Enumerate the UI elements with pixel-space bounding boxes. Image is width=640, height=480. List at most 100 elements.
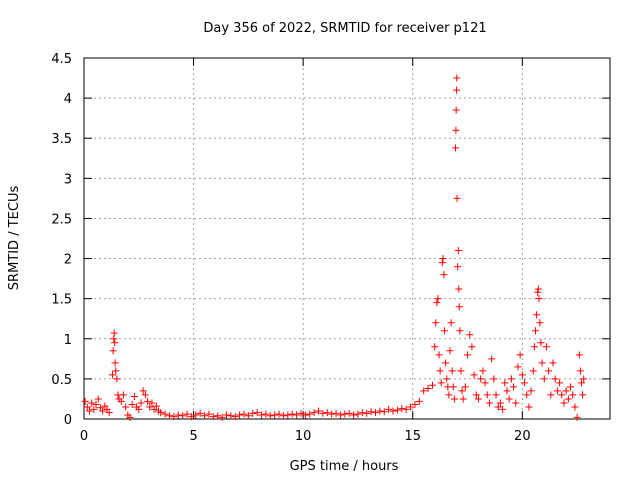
data-point xyxy=(571,403,579,411)
data-point xyxy=(514,363,522,371)
data-point xyxy=(222,411,230,419)
data-point xyxy=(279,412,287,420)
data-point xyxy=(535,295,543,303)
data-point xyxy=(293,411,301,419)
data-point xyxy=(218,413,226,421)
data-point xyxy=(236,411,244,419)
data-point xyxy=(407,403,415,411)
data-point xyxy=(137,399,145,407)
data-point xyxy=(81,397,89,405)
axis-ticks: 0 5 10 15 20 0 0.5 1 1.5 2 2.5 3 3.5 4 4.5 xyxy=(51,52,610,444)
data-point xyxy=(111,359,119,367)
x-tick-label: 5 xyxy=(189,429,197,444)
data-point xyxy=(494,403,502,411)
data-point xyxy=(88,399,96,407)
data-point xyxy=(454,247,462,255)
data-point xyxy=(549,359,557,367)
data-point xyxy=(187,413,195,421)
data-point xyxy=(288,410,296,418)
data-point xyxy=(345,409,353,417)
y-tick-label: 4 xyxy=(64,92,72,107)
data-point xyxy=(411,401,419,409)
data-point xyxy=(505,395,513,403)
y-tick-label: 0 xyxy=(64,413,72,428)
data-point xyxy=(165,412,173,420)
data-point xyxy=(490,375,498,383)
data-point xyxy=(85,407,93,415)
data-point xyxy=(512,399,520,407)
data-point xyxy=(457,367,465,375)
data-point xyxy=(461,383,469,391)
data-point xyxy=(315,407,323,415)
data-point xyxy=(437,379,445,387)
data-point xyxy=(459,395,467,403)
data-point xyxy=(534,288,542,296)
data-point xyxy=(439,255,447,263)
data-point xyxy=(499,405,507,413)
data-point xyxy=(205,410,213,418)
data-point xyxy=(455,285,463,293)
data-point xyxy=(470,371,478,379)
data-point xyxy=(436,367,444,375)
data-point xyxy=(113,375,121,383)
data-point xyxy=(518,371,526,379)
data-point xyxy=(354,410,362,418)
data-point xyxy=(148,399,156,407)
data-point xyxy=(447,319,455,327)
data-point xyxy=(128,401,136,409)
y-tick-label: 2 xyxy=(64,253,72,268)
data-point xyxy=(157,409,165,417)
data-point xyxy=(332,409,340,417)
data-point xyxy=(135,405,143,413)
data-point xyxy=(144,397,152,405)
data-point xyxy=(521,379,529,387)
data-point xyxy=(501,379,509,387)
data-point xyxy=(275,410,283,418)
data-point xyxy=(443,375,451,383)
data-point xyxy=(456,327,464,335)
data-point xyxy=(435,351,443,359)
data-point xyxy=(196,409,204,417)
data-point xyxy=(380,408,388,416)
y-tick-label: 2.5 xyxy=(51,212,72,227)
data-point xyxy=(122,403,130,411)
x-tick-label: 15 xyxy=(404,429,421,444)
data-point xyxy=(562,387,570,395)
data-point xyxy=(483,391,491,399)
data-point xyxy=(328,410,336,418)
y-tick-label: 3 xyxy=(64,172,72,187)
y-tick-label: 3.5 xyxy=(51,132,72,147)
data-point xyxy=(130,393,138,401)
data-point xyxy=(389,407,397,415)
data-point xyxy=(433,299,441,307)
data-point xyxy=(545,367,553,375)
data-point xyxy=(567,383,575,391)
data-point xyxy=(580,375,588,383)
data-point xyxy=(464,351,472,359)
x-tick-label: 0 xyxy=(80,429,88,444)
data-point xyxy=(398,405,406,413)
data-point xyxy=(527,387,535,395)
x-tick-label: 10 xyxy=(295,429,312,444)
data-point xyxy=(449,383,457,391)
data-point xyxy=(253,409,261,417)
data-point xyxy=(214,412,222,420)
y-axis-label: SRMTID / TECUs xyxy=(7,186,22,291)
data-point xyxy=(99,407,107,415)
data-point xyxy=(551,375,559,383)
data-point xyxy=(111,339,119,347)
data-point xyxy=(227,412,235,420)
data-point xyxy=(301,411,309,419)
data-point xyxy=(90,405,98,413)
data-point xyxy=(92,401,100,409)
y-tick-label: 1 xyxy=(64,333,72,348)
data-point xyxy=(556,379,564,387)
data-point xyxy=(415,397,423,405)
data-point xyxy=(529,367,537,375)
data-point xyxy=(553,387,561,395)
y-tick-label: 0.5 xyxy=(51,373,72,388)
data-point xyxy=(542,343,550,351)
data-point xyxy=(446,347,454,355)
data-point xyxy=(363,409,371,417)
